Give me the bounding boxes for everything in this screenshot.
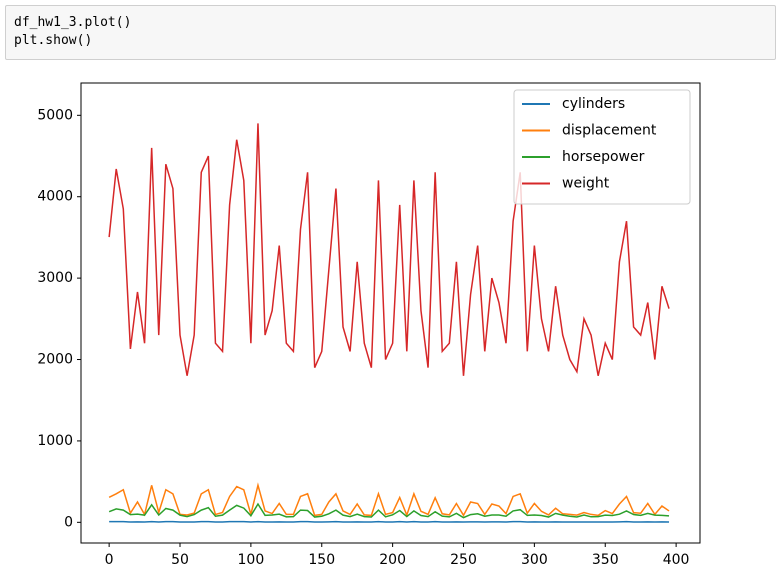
- x-tick-label: 250: [450, 552, 477, 568]
- legend-label: displacement: [562, 123, 657, 139]
- code-cell[interactable]: df_hw1_3.plot() plt.show(): [5, 5, 776, 60]
- y-tick-label: 2000: [37, 352, 73, 368]
- code-line: plt.show(): [14, 33, 93, 48]
- x-tick-label: 350: [592, 552, 619, 568]
- x-tick-label: 400: [663, 552, 690, 568]
- x-tick-label: 200: [379, 552, 406, 568]
- x-tick-label: 300: [521, 552, 548, 568]
- y-tick-label: 5000: [37, 107, 73, 123]
- chart: 0 1000 2000 3000 4000 5000 0 50 100 150 200 250 300 3…: [37, 82, 701, 568]
- x-tick-label: 50: [171, 552, 189, 568]
- legend-label: horsepower: [562, 149, 645, 165]
- axes-frame: [80, 82, 701, 544]
- x-tick-label: 100: [238, 552, 265, 568]
- y-tick-label: 3000: [37, 270, 73, 286]
- x-tick-label: 0: [105, 552, 114, 568]
- data-line: [108, 502, 670, 519]
- legend: cylinders displacement horsepower weight: [513, 89, 691, 205]
- x-tick-label: 150: [308, 552, 335, 568]
- data-line: [108, 482, 670, 518]
- y-tick-label: 0: [64, 514, 73, 530]
- legend-box: [513, 89, 691, 205]
- legend-label: weight: [562, 176, 610, 192]
- y-tick-label: 1000: [37, 433, 73, 449]
- y-tick-label: 4000: [37, 189, 73, 205]
- data-line: [108, 123, 670, 376]
- legend-label: cylinders: [562, 96, 625, 112]
- code-line: df_hw1_3.plot(): [14, 15, 132, 30]
